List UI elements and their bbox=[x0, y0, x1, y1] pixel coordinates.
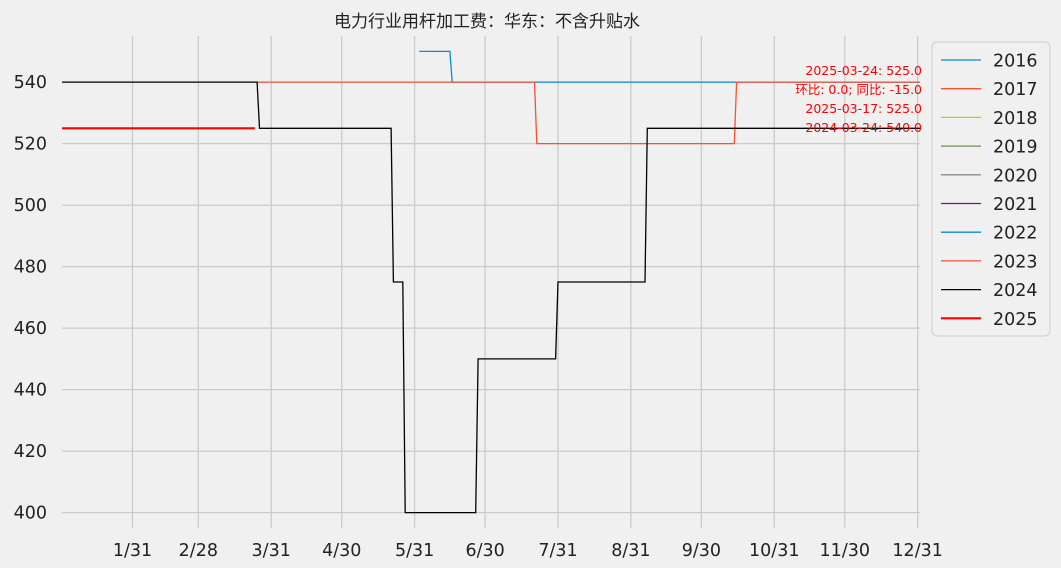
legend-label: 2016 bbox=[993, 52, 1038, 72]
legend-label: 2024 bbox=[993, 281, 1038, 301]
y-tick-label: 440 bbox=[14, 381, 47, 401]
annotation-text: 2024-03-24: 540.0 bbox=[805, 120, 922, 135]
legend: 2016 2017 2018 2019 2020 2021 2022 2023 2024 2025 bbox=[931, 41, 1051, 337]
legend-box bbox=[931, 41, 1051, 337]
annotation-text: 2025-03-17: 525.0 bbox=[805, 101, 922, 116]
x-tick-label: 4/30 bbox=[322, 541, 361, 561]
x-tick-label: 12/31 bbox=[892, 541, 942, 561]
legend-label: 2022 bbox=[993, 224, 1038, 244]
x-tick-label: 7/31 bbox=[538, 541, 577, 561]
annotation-text: 2025-03-24: 525.0 bbox=[805, 63, 922, 78]
series-line-2023 bbox=[257, 81, 920, 145]
y-tick-label: 460 bbox=[14, 319, 47, 339]
y-tick-label: 480 bbox=[14, 258, 47, 278]
x-axis-ticks: 1/31 2/28 3/31 4/30 5/31 6/30 7/31 8/31 9/30 10/3… bbox=[113, 541, 943, 561]
x-tick-label: 5/31 bbox=[395, 541, 434, 561]
y-tick-label: 540 bbox=[14, 73, 47, 93]
x-tick-label: 11/30 bbox=[820, 541, 870, 561]
y-tick-label: 520 bbox=[14, 135, 47, 155]
x-tick-label: 6/30 bbox=[465, 541, 504, 561]
legend-label: 2019 bbox=[993, 138, 1038, 158]
x-tick-label: 8/31 bbox=[611, 541, 650, 561]
legend-label: 2017 bbox=[993, 80, 1038, 100]
legend-label: 2018 bbox=[993, 109, 1038, 129]
y-tick-label: 400 bbox=[14, 504, 47, 524]
annotations: 2025-03-24: 525.0 环比: 0.0; 同比: -15.0 2025-… bbox=[795, 63, 922, 135]
series-line-2022 bbox=[419, 50, 920, 83]
x-tick-label: 10/31 bbox=[749, 541, 799, 561]
x-tick-label: 3/31 bbox=[252, 541, 291, 561]
y-axis-ticks: 400 420 440 460 480 500 520 540 bbox=[14, 73, 47, 524]
legend-label: 2021 bbox=[993, 195, 1038, 215]
x-tick-label: 9/30 bbox=[682, 541, 721, 561]
series-line-2024 bbox=[62, 81, 920, 514]
y-tick-label: 420 bbox=[14, 442, 47, 462]
y-tick-label: 500 bbox=[14, 196, 47, 216]
legend-label: 2025 bbox=[993, 310, 1038, 330]
chart-title: 电力行业用杆加工费：华东：不含升贴水 bbox=[334, 12, 640, 32]
x-tick-label: 1/31 bbox=[113, 541, 152, 561]
series-lines bbox=[62, 50, 920, 514]
x-tick-label: 2/28 bbox=[179, 541, 218, 561]
legend-label: 2020 bbox=[993, 166, 1038, 186]
legend-label: 2023 bbox=[993, 252, 1038, 272]
annotation-text: 环比: 0.0; 同比: -15.0 bbox=[795, 82, 922, 97]
